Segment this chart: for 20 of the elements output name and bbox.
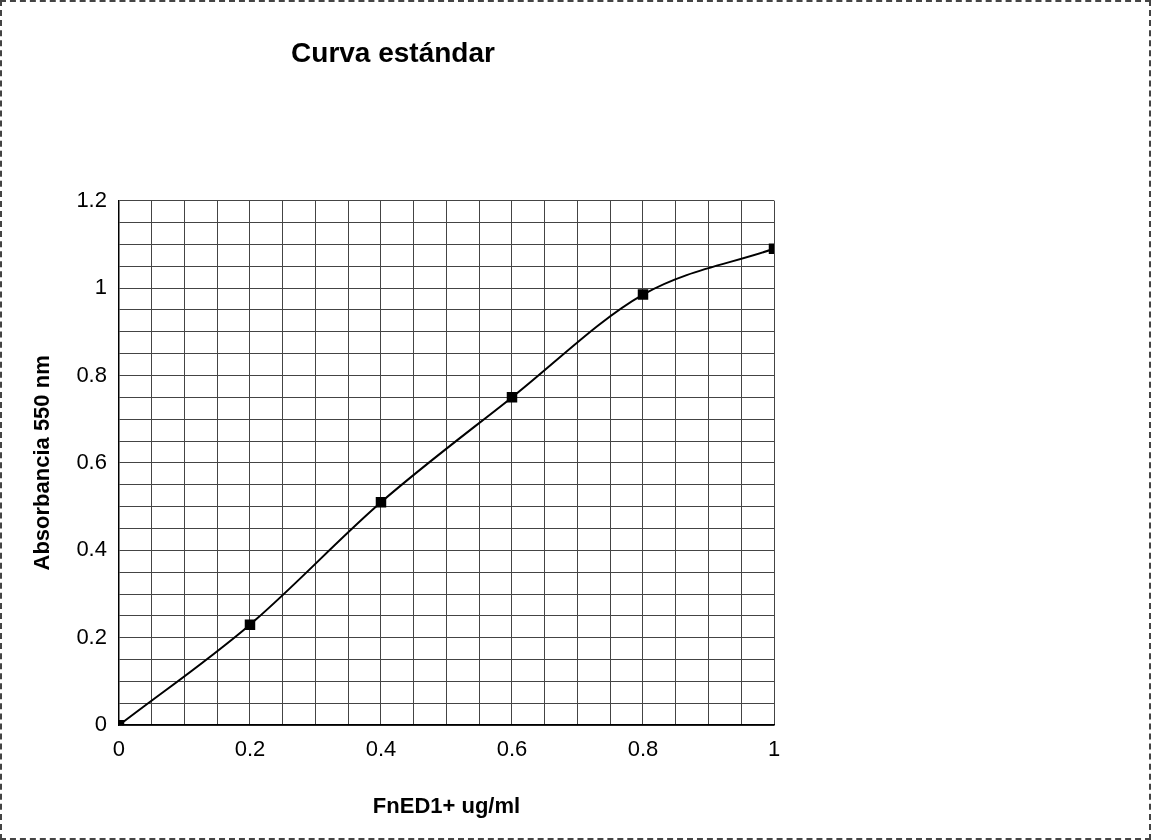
x-tick-label: 0 bbox=[112, 736, 126, 762]
y-tick-label: 1.2 bbox=[76, 186, 107, 212]
x-tick-label: 0.8 bbox=[627, 736, 659, 762]
y-tick-label: 1 bbox=[94, 274, 107, 300]
x-tick-label: 0.6 bbox=[496, 736, 528, 762]
point bbox=[506, 392, 518, 403]
x-axis-title: FnED1+ ug/ml bbox=[372, 792, 521, 818]
y-tick-label: 0.2 bbox=[76, 623, 107, 649]
y-axis-title: Absorbancia 550 nm bbox=[29, 355, 55, 571]
point bbox=[375, 497, 387, 508]
x-tick-label: 0.4 bbox=[365, 736, 397, 762]
y-tick-label: 0 bbox=[94, 711, 107, 737]
point bbox=[244, 619, 256, 630]
chart-title: Curva estándar bbox=[291, 36, 496, 68]
x-tick-label: 0.2 bbox=[234, 736, 266, 762]
y-tick-label: 0.8 bbox=[76, 361, 107, 387]
x-tick-label: 1 bbox=[767, 736, 781, 762]
point bbox=[637, 289, 649, 300]
y-tick-label: 0.4 bbox=[76, 536, 107, 562]
y-tick-label: 0.6 bbox=[76, 448, 107, 474]
